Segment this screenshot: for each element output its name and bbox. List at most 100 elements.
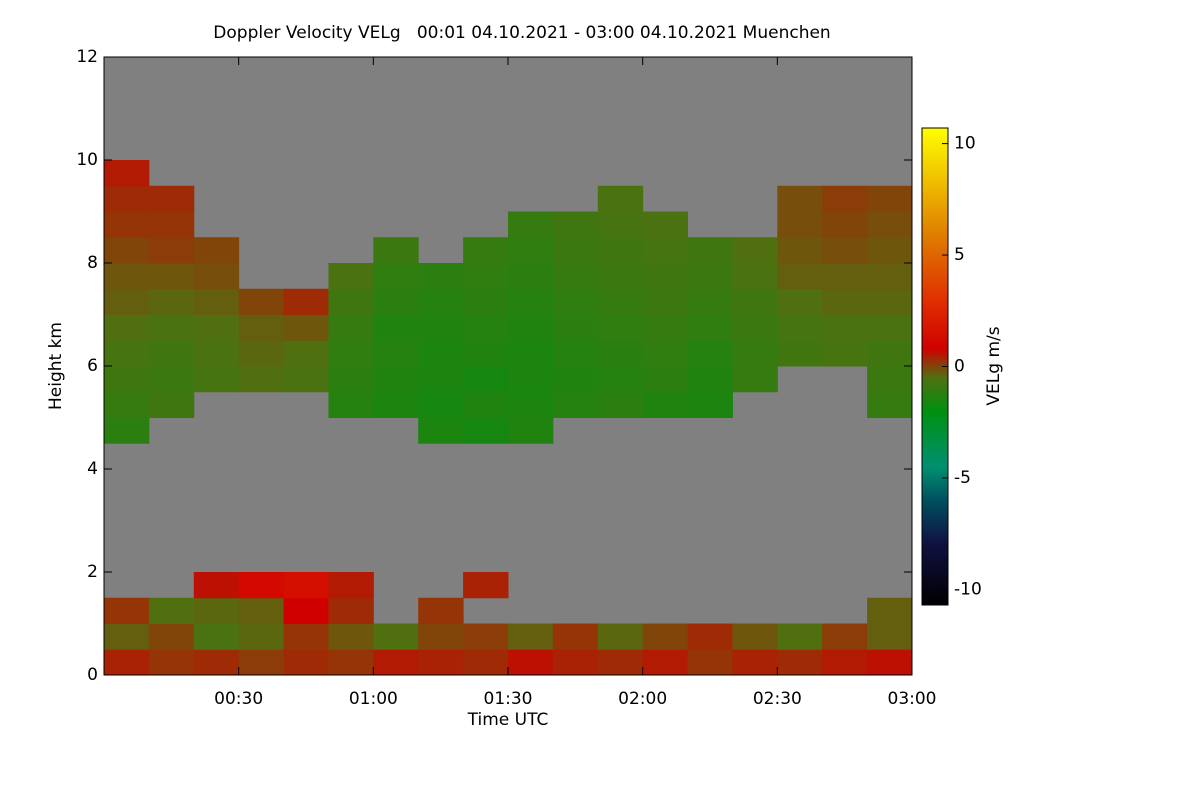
heatmap-cell [732, 623, 778, 650]
heatmap-cell [732, 649, 778, 676]
x-tick-label: 01:30 [484, 689, 533, 709]
heatmap-cell [283, 649, 329, 676]
heatmap-cell [148, 391, 195, 418]
heatmap-cell [283, 597, 329, 624]
heatmap-cell [148, 649, 195, 676]
heatmap-cell [777, 237, 823, 264]
heatmap-cell [418, 417, 464, 444]
heatmap-cell [508, 237, 554, 264]
heatmap-cell [552, 623, 599, 650]
heatmap-cell [822, 649, 868, 676]
heatmap-cell [597, 263, 644, 290]
heatmap-cell [867, 211, 913, 238]
heatmap-cell [508, 623, 554, 650]
heatmap-cell [732, 366, 778, 393]
heatmap-cell [104, 366, 150, 393]
heatmap-cell [373, 314, 419, 341]
heatmap-cell [463, 237, 509, 264]
heatmap-cell [193, 597, 240, 624]
colorbar-tick-label: -10 [954, 579, 982, 599]
heatmap-cell [777, 340, 823, 367]
heatmap-cell [193, 649, 240, 676]
heatmap-cell [867, 185, 913, 212]
heatmap-cell [104, 597, 150, 624]
heatmap-cell [418, 366, 464, 393]
heatmap-cell [328, 572, 374, 599]
heatmap-cell [552, 314, 599, 341]
heatmap-cell [552, 211, 599, 238]
heatmap-cell [597, 623, 644, 650]
heatmap-cell [238, 340, 285, 367]
heatmap-cell [732, 263, 778, 290]
heatmap-cell [283, 572, 329, 599]
heatmap-cell [238, 597, 285, 624]
y-axis-label: Height km [46, 322, 66, 410]
heatmap-cell [732, 314, 778, 341]
heatmap-cell [104, 237, 150, 264]
heatmap-cell [552, 649, 599, 676]
heatmap-cell [822, 340, 868, 367]
colorbar-tick-label: 10 [954, 134, 976, 154]
heatmap-cell [104, 391, 150, 418]
heatmap-cell [867, 391, 913, 418]
heatmap-cell [463, 391, 509, 418]
heatmap-cell [642, 237, 689, 264]
x-tick-label: 01:00 [349, 689, 398, 709]
heatmap-cell [193, 366, 240, 393]
heatmap-cell [552, 366, 599, 393]
x-axis-label: Time UTC [467, 710, 549, 730]
heatmap-cell [777, 649, 823, 676]
heatmap-cell [687, 263, 733, 290]
heatmap-cell [508, 417, 554, 444]
heatmap-cell [283, 340, 329, 367]
heatmap-cell [597, 314, 644, 341]
heatmap-cell [463, 263, 509, 290]
heatmap-cell [597, 649, 644, 676]
heatmap-cell [732, 288, 778, 315]
heatmap-cell [597, 391, 644, 418]
heatmap-cell [148, 623, 195, 650]
heatmap-cell [238, 572, 285, 599]
heatmap-cell [193, 572, 240, 599]
heatmap-cell [508, 649, 554, 676]
heatmap [104, 57, 913, 676]
heatmap-cell [193, 340, 240, 367]
heatmap-cell [642, 366, 689, 393]
heatmap-cell [508, 366, 554, 393]
heatmap-cell [148, 263, 195, 290]
heatmap-cell [777, 314, 823, 341]
heatmap-cell [373, 263, 419, 290]
heatmap-cell [508, 263, 554, 290]
heatmap-cell [283, 366, 329, 393]
heatmap-cell [328, 366, 374, 393]
heatmap-cell [238, 649, 285, 676]
heatmap-cell [732, 340, 778, 367]
heatmap-cell [822, 263, 868, 290]
colorbar-tick-label: 5 [954, 245, 965, 265]
heatmap-cell [418, 340, 464, 367]
x-tick-label: 00:30 [214, 689, 263, 709]
heatmap-cell [104, 160, 150, 187]
heatmap-cell [597, 288, 644, 315]
heatmap-cell [867, 340, 913, 367]
heatmap-cell [508, 314, 554, 341]
heatmap-cell [867, 623, 913, 650]
y-tick-label: 12 [76, 47, 98, 67]
heatmap-cell [463, 417, 509, 444]
heatmap-cell [283, 314, 329, 341]
heatmap-cell [418, 288, 464, 315]
heatmap-cell [418, 391, 464, 418]
heatmap-cell [148, 288, 195, 315]
heatmap-cell [238, 314, 285, 341]
heatmap-cell [193, 288, 240, 315]
heatmap-cell [822, 185, 868, 212]
heatmap-cell [777, 211, 823, 238]
heatmap-cell [687, 391, 733, 418]
heatmap-cell [463, 623, 509, 650]
heatmap-cell [867, 649, 913, 676]
heatmap-cell [508, 211, 554, 238]
heatmap-cell [148, 597, 195, 624]
colorbar-tick-label: -5 [954, 468, 971, 488]
heatmap-cell [597, 211, 644, 238]
